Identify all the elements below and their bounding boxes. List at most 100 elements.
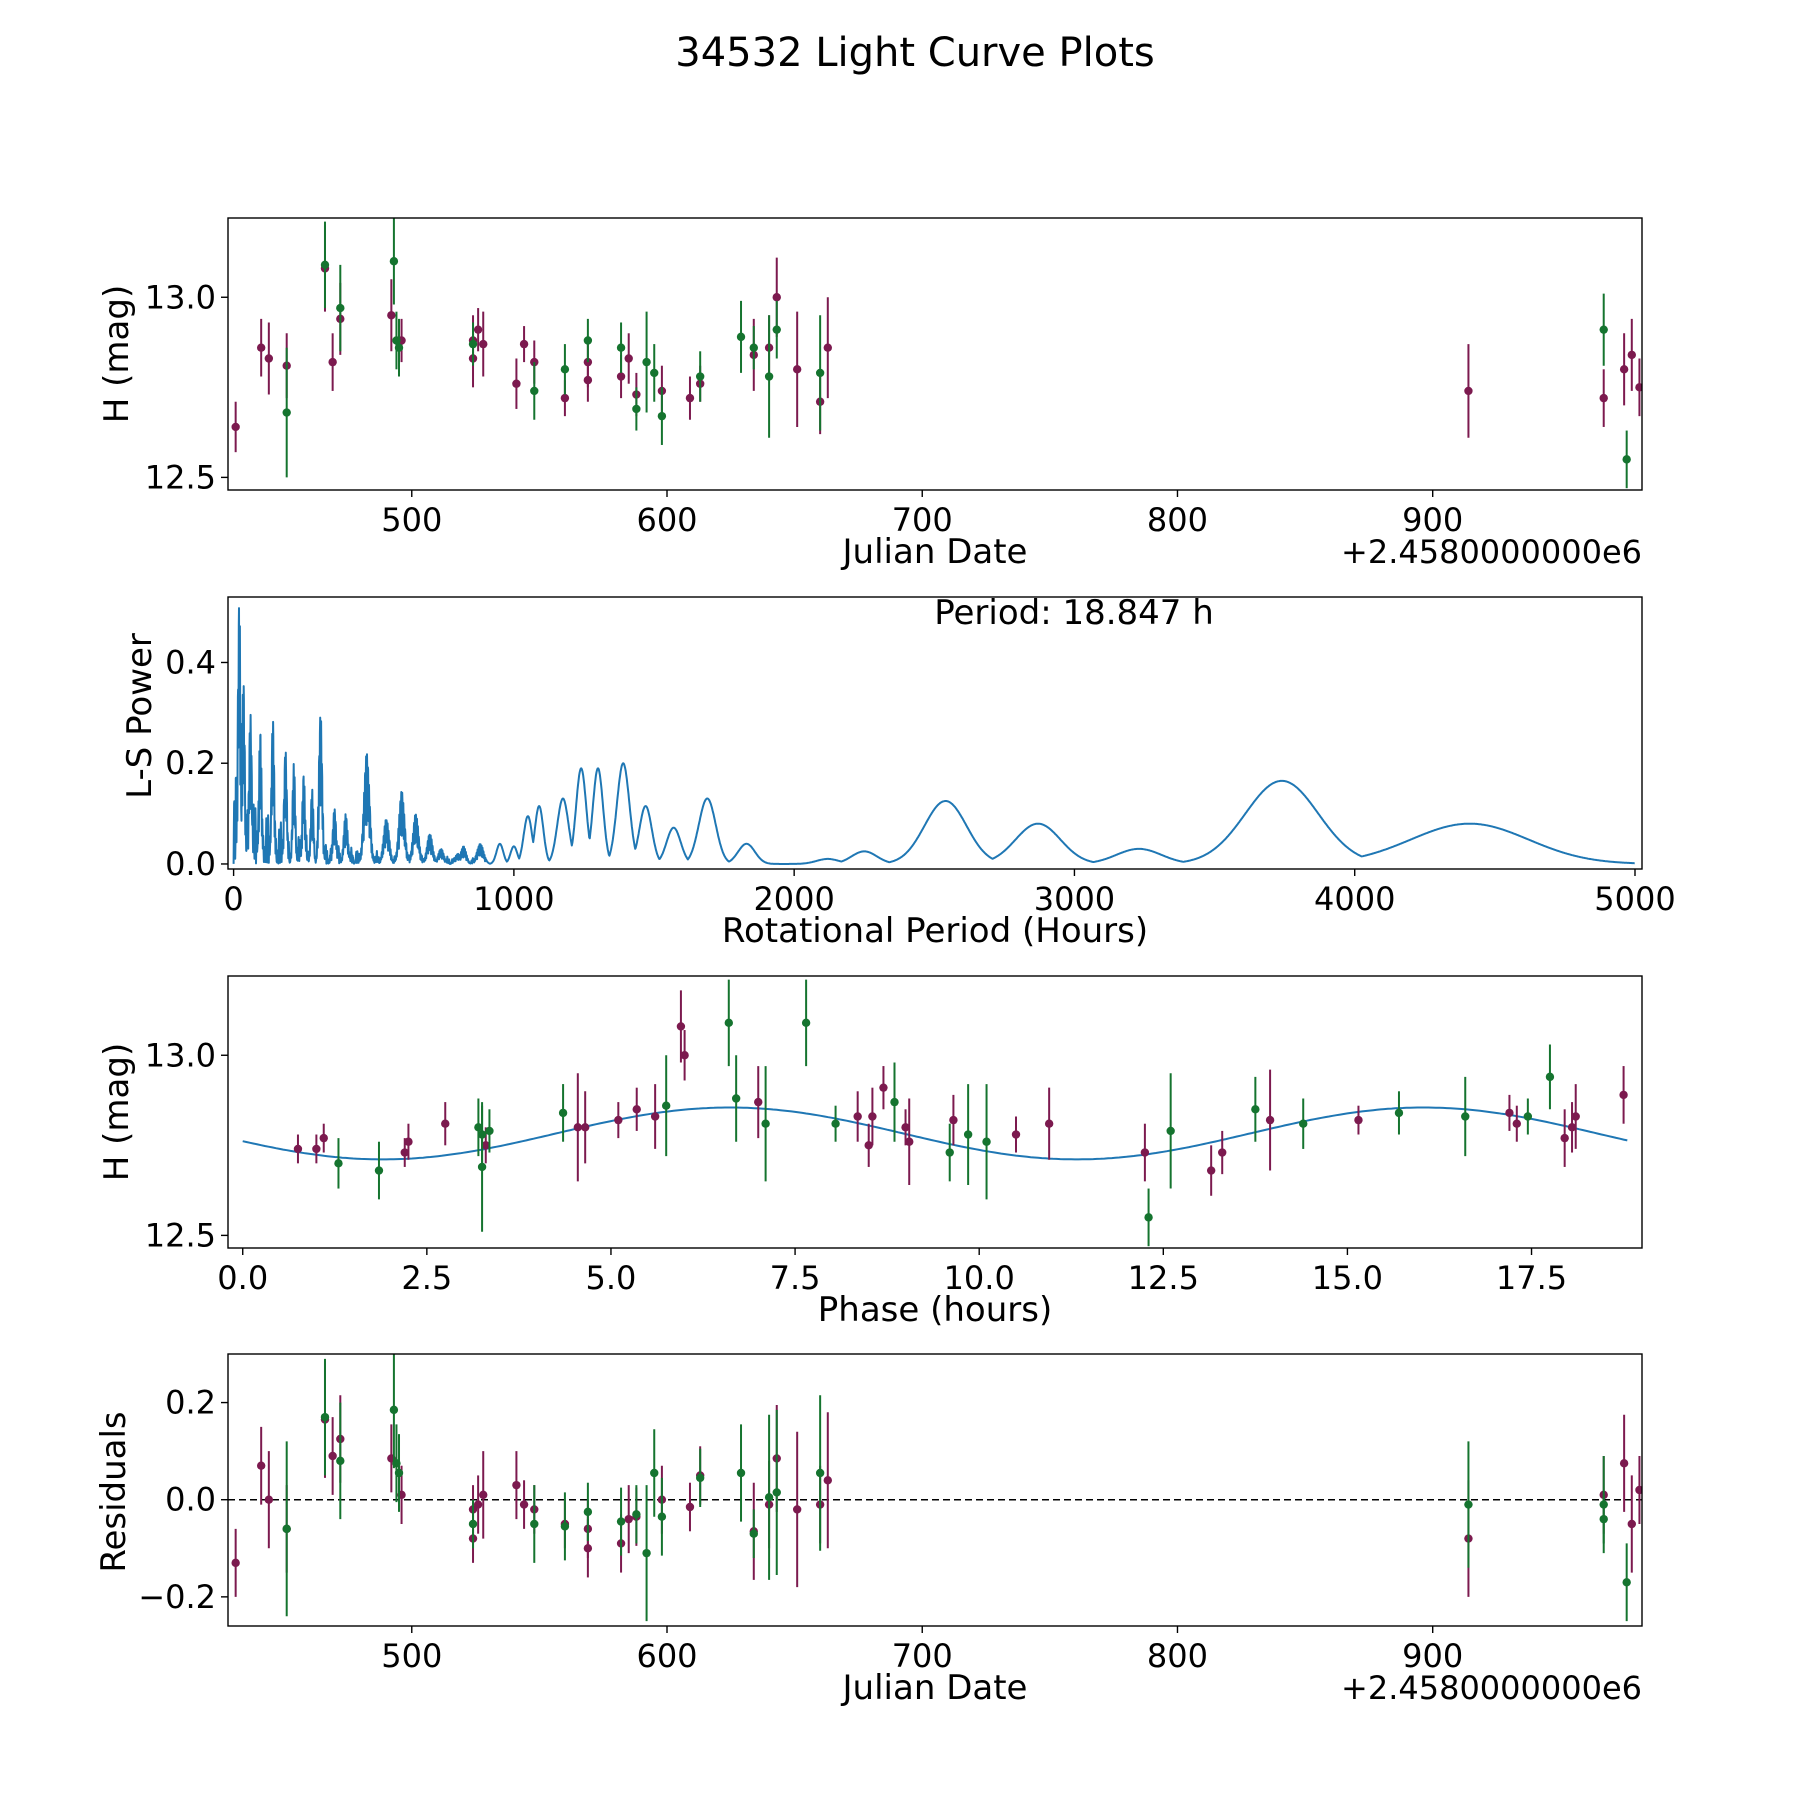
data-point	[560, 393, 570, 403]
data-point	[695, 372, 705, 381]
data-point	[963, 1130, 973, 1139]
data-point	[334, 1159, 343, 1168]
lightcurve-plot-area	[231, 218, 1642, 489]
data-point	[1464, 386, 1473, 396]
data-point	[642, 357, 651, 367]
data-point	[764, 1493, 774, 1502]
data-point	[1166, 1126, 1175, 1136]
x-tick-label: 2000	[753, 880, 834, 918]
data-point	[1218, 1148, 1227, 1157]
data-point	[815, 368, 825, 378]
data-point	[530, 386, 539, 396]
x-tick-label: 700	[892, 1637, 953, 1675]
y-tick-label: 0.2	[165, 1384, 216, 1422]
data-point	[1599, 1514, 1608, 1524]
phased-ylabel: H (mag)	[97, 1043, 137, 1181]
data-point	[264, 1495, 274, 1504]
data-point	[256, 343, 266, 352]
data-point	[481, 1141, 490, 1150]
data-point	[1622, 455, 1631, 464]
data-point	[657, 1512, 667, 1521]
data-point	[312, 1144, 321, 1154]
periodogram-xlabel: Rotational Period (Hours)	[722, 911, 1148, 951]
phased-frame	[227, 975, 1643, 1249]
data-point	[479, 339, 488, 349]
x-tick-label: 800	[1147, 1637, 1208, 1675]
x-tick-label: 5.0	[586, 1259, 637, 1297]
data-point	[624, 354, 633, 363]
residuals-ylabel: Residuals	[94, 1411, 134, 1572]
data-point	[982, 1137, 991, 1146]
data-point	[680, 1051, 689, 1060]
data-point	[1599, 325, 1608, 334]
x-tick-label: 600	[636, 501, 697, 539]
y-tick-label: 0.4	[165, 643, 216, 681]
x-tick-label: 0.0	[217, 1259, 268, 1297]
data-point	[400, 1148, 409, 1157]
data-point	[387, 311, 396, 320]
residuals-frame	[227, 1353, 1643, 1627]
data-point	[661, 1101, 671, 1110]
data-point	[749, 1529, 758, 1538]
lightcurve-frame	[227, 217, 1643, 491]
data-point	[657, 411, 667, 421]
data-point	[905, 1137, 914, 1146]
phased-axes: 0.0 2.5 5.0 7.5 10.0 12.5 15.0 17.5 12.5 13.0 Pha…	[97, 975, 1643, 1330]
data-point	[761, 1119, 770, 1128]
data-point	[632, 1510, 641, 1519]
y-tick-label: 0.2	[165, 744, 216, 782]
data-point	[479, 1490, 488, 1500]
data-point	[864, 1141, 873, 1150]
residuals-x-offset: +2.4580000000e6	[1341, 1669, 1642, 1707]
data-point	[616, 1517, 626, 1526]
data-point	[558, 1108, 568, 1118]
data-point	[1265, 1115, 1275, 1125]
data-point	[616, 343, 626, 352]
data-point	[685, 1502, 695, 1512]
data-point	[724, 1018, 733, 1028]
data-point	[519, 339, 529, 349]
y-tick-label: 0.0	[165, 1481, 216, 1519]
data-point	[485, 1126, 494, 1136]
periodogram-line	[232, 607, 1636, 865]
data-point	[731, 1094, 741, 1103]
data-point	[945, 1148, 954, 1157]
data-point	[1394, 1108, 1404, 1118]
data-point	[749, 343, 758, 352]
data-point	[512, 379, 521, 388]
data-point	[319, 1133, 328, 1143]
data-point	[404, 1137, 413, 1146]
data-point	[792, 365, 802, 374]
x-tick-label: 700	[892, 501, 953, 539]
data-point	[890, 1097, 899, 1107]
data-point	[1635, 1485, 1642, 1495]
data-point	[231, 1558, 240, 1568]
data-point	[772, 1488, 781, 1497]
data-point	[901, 1123, 910, 1132]
x-tick-label: 900	[1402, 1637, 1463, 1675]
data-point	[616, 372, 626, 381]
data-point	[282, 1524, 291, 1534]
data-point	[831, 1119, 840, 1128]
data-point	[336, 1456, 345, 1466]
data-point	[441, 1119, 450, 1128]
data-point	[801, 1018, 811, 1028]
data-point	[389, 1405, 399, 1415]
phased-xlabel: Phase (hours)	[818, 1290, 1052, 1330]
y-tick-label: 13.0	[145, 278, 216, 316]
data-point	[394, 1468, 404, 1478]
data-point	[336, 303, 345, 313]
periodogram-axes: 0 1000 2000 3000 4000 5000 0.0 0.2 0.4 Period: 1…	[120, 593, 1676, 951]
y-tick-label: 12.5	[145, 1216, 216, 1254]
period-annotation: Period: 18.847 h	[934, 593, 1214, 633]
data-point	[1567, 1123, 1577, 1132]
data-point	[823, 343, 833, 352]
data-point	[512, 1480, 521, 1490]
data-point	[477, 1162, 487, 1172]
lightcurve-axes: 500 600 700 800 900 12.5 13.0 Julian Date H (m…	[97, 217, 1643, 572]
data-point	[580, 1123, 590, 1132]
data-point	[1523, 1112, 1533, 1121]
data-point	[676, 1022, 686, 1031]
periodogram-frame	[227, 596, 1643, 870]
